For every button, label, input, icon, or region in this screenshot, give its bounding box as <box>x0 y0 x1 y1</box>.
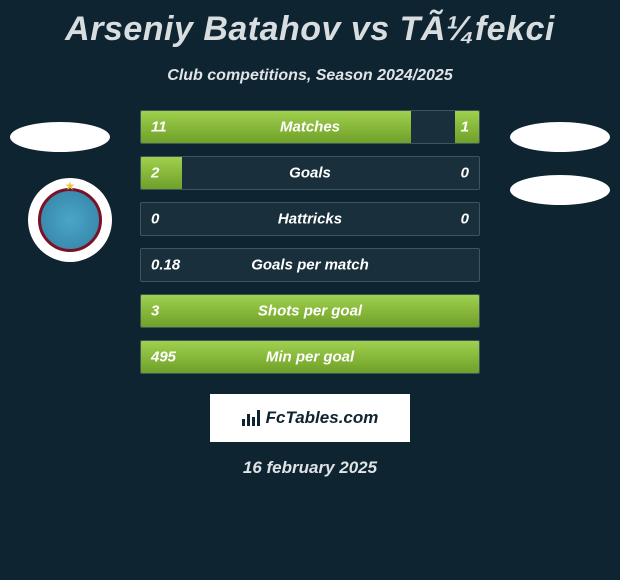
bar-right-value: 0 <box>461 165 469 182</box>
bar-label: Min per goal <box>266 349 354 366</box>
bar-right-value: 0 <box>461 211 469 228</box>
subtitle: Club competitions, Season 2024/2025 <box>0 67 620 85</box>
bar-label: Matches <box>280 119 340 136</box>
stat-row: 495 Min per goal <box>140 340 480 374</box>
bar-left-fill <box>141 111 411 143</box>
bar-left-value: 495 <box>151 349 176 366</box>
bar-left-value: 3 <box>151 303 159 320</box>
stat-row: 0.18 Goals per match <box>140 248 480 282</box>
branding-text: FcTables.com <box>266 408 379 428</box>
bar-left-value: 2 <box>151 165 159 182</box>
stat-row: 2 0 Goals <box>140 156 480 190</box>
page-title: Arseniy Batahov vs TÃ¼fekci <box>0 0 620 49</box>
comparison-chart: 111Matches20Goals00Hattricks0.18Goals pe… <box>0 110 620 386</box>
bar-label: Goals <box>289 165 331 182</box>
branding-badge: FcTables.com <box>210 394 410 442</box>
bar-left-fill <box>141 157 182 189</box>
stat-row: 3 Shots per goal <box>140 294 480 328</box>
bar-label: Goals per match <box>251 257 369 274</box>
stat-row: 111Matches <box>140 110 480 144</box>
bar-label: Hattricks <box>278 211 342 228</box>
bar-right-value: 1 <box>461 119 469 136</box>
bar-label: Shots per goal <box>258 303 362 320</box>
date-label: 16 february 2025 <box>0 458 620 478</box>
stat-row: 0 0 Hattricks <box>140 202 480 236</box>
bar-left-value: 0 <box>151 211 159 228</box>
bar-left-value: 0.18 <box>151 257 180 274</box>
bar-left-value: 11 <box>151 119 167 136</box>
chart-icon <box>242 410 260 426</box>
